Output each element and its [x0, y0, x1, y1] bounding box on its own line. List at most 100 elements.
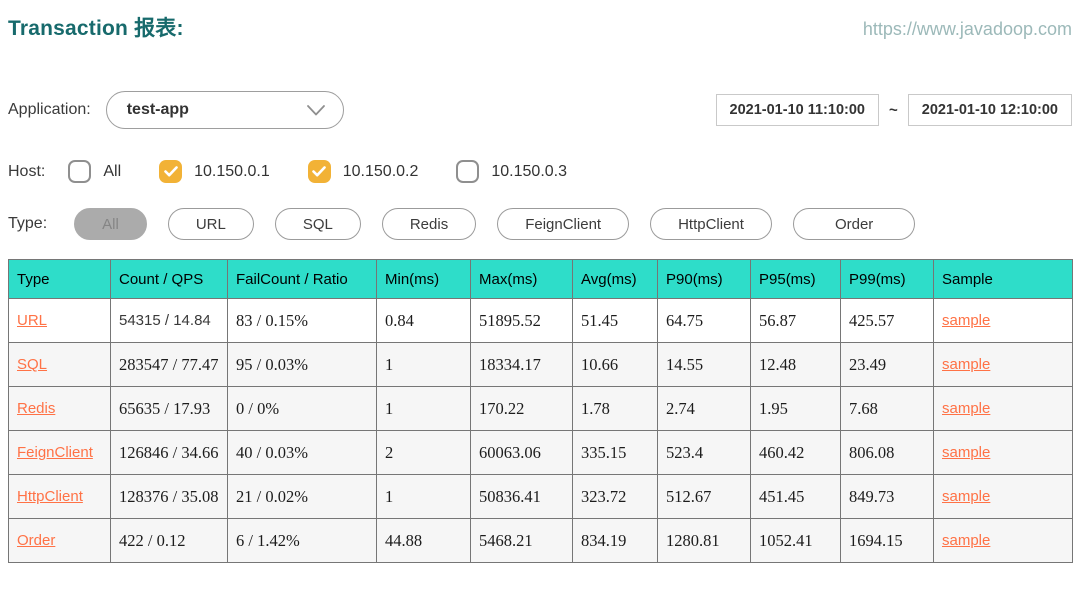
host-option-10-150-0-1[interactable]: 10.150.0.1	[159, 160, 270, 183]
cell-count-qps: 128376 / 35.08	[110, 474, 228, 519]
cell-max: 5468.21	[470, 518, 573, 563]
type-buttons: All URL SQL Redis FeignClient HttpClient Order	[74, 208, 936, 240]
cell-max: 170.22	[470, 386, 573, 431]
cell-p90: 523.4	[657, 430, 751, 475]
sample-link-redis[interactable]: sample	[942, 400, 991, 417]
host-option-label: All	[103, 162, 122, 180]
cell-p95: 12.48	[750, 342, 841, 387]
cell-sample: sample	[933, 386, 1073, 431]
sample-link-url[interactable]: sample	[942, 312, 991, 329]
checkbox-checked-icon[interactable]	[159, 160, 183, 183]
cell-max: 60063.06	[470, 430, 573, 475]
host-options: All 10.150.0.1 10.150.0.2 10.150.0.3	[68, 160, 605, 183]
cell-type: FeignClient	[8, 430, 111, 475]
application-label: Application:	[8, 101, 91, 118]
sample-link-feignclient[interactable]: sample	[942, 444, 991, 461]
cell-count-qps: 126846 / 34.66	[110, 430, 228, 475]
host-option-10-150-0-2[interactable]: 10.150.0.2	[307, 160, 419, 183]
sample-link-order[interactable]: sample	[942, 532, 991, 549]
type-link-order[interactable]: Order	[17, 532, 56, 549]
host-filter-row: Host: All 10.150.0.1 10.150.0.2 10.150.0.3	[8, 160, 1072, 183]
type-button-feignclient[interactable]: FeignClient	[497, 208, 630, 240]
application-select[interactable]: test-app	[105, 91, 344, 129]
cell-min: 1	[376, 474, 471, 519]
type-button-all[interactable]: All	[74, 208, 147, 240]
type-link-url[interactable]: URL	[17, 312, 48, 329]
cell-p90: 1280.81	[657, 518, 751, 563]
cell-p95: 451.45	[750, 474, 841, 519]
type-link-redis[interactable]: Redis	[17, 400, 56, 417]
cell-p90: 2.74	[657, 386, 751, 431]
checkbox-unchecked-icon[interactable]	[68, 160, 92, 183]
cell-sample: sample	[933, 518, 1073, 563]
cell-p95: 1052.41	[750, 518, 841, 563]
cell-count-qps: 54315 / 14.84	[110, 298, 228, 343]
cell-avg: 1.78	[572, 386, 658, 431]
type-filter-row: Type: All URL SQL Redis FeignClient HttpClien…	[8, 208, 1072, 240]
cell-min: 0.84	[376, 298, 471, 343]
cell-min: 2	[376, 430, 471, 475]
cell-p99: 23.49	[840, 342, 934, 387]
column-header-p95-ms: P95(ms)	[750, 259, 841, 299]
column-header-type: Type	[8, 259, 111, 299]
sample-link-sql[interactable]: sample	[942, 356, 991, 373]
check-icon	[163, 166, 178, 177]
cell-fail-ratio: 21 / 0.02%	[227, 474, 377, 519]
transaction-report-page: Transaction 报表: https://www.javadoop.com…	[8, 17, 1073, 563]
cell-sample: sample	[933, 342, 1073, 387]
cell-avg: 51.45	[572, 298, 658, 343]
type-button-sql[interactable]: SQL	[274, 208, 361, 240]
sample-link-httpclient[interactable]: sample	[942, 488, 991, 505]
table-row-sql: SQL 283547 / 77.47 95 / 0.03% 1 18334.17 10.6…	[8, 342, 1073, 387]
type-link-httpclient[interactable]: HttpClient	[17, 488, 83, 505]
cell-p99: 1694.15	[840, 518, 934, 563]
cell-type: HttpClient	[8, 474, 111, 519]
cell-max: 50836.41	[470, 474, 573, 519]
date-range-separator: ~	[888, 101, 898, 119]
cell-sample: sample	[933, 430, 1073, 475]
end-time-input[interactable]: 2021-01-10 12:10:00	[907, 94, 1072, 126]
table-row-order: Order 422 / 0.12 6 / 1.42% 44.88 5468.21 834.…	[8, 518, 1073, 563]
cell-type: Redis	[8, 386, 111, 431]
cell-min: 44.88	[376, 518, 471, 563]
cell-type: SQL	[8, 342, 111, 387]
cell-p90: 64.75	[657, 298, 751, 343]
host-option-label: 10.150.0.2	[342, 162, 419, 180]
site-url: https://www.javadoop.com	[862, 19, 1072, 39]
checkbox-unchecked-icon[interactable]	[456, 160, 480, 183]
table-row-feignclient: FeignClient 126846 / 34.66 40 / 0.03% 2 6006…	[8, 430, 1073, 475]
column-header-failcount-ratio: FailCount / Ratio	[227, 259, 377, 299]
host-option-label: 10.150.0.3	[491, 162, 567, 180]
type-button-order[interactable]: Order	[792, 208, 916, 240]
type-link-feignclient[interactable]: FeignClient	[17, 444, 93, 461]
cell-p99: 849.73	[840, 474, 934, 519]
cell-min: 1	[376, 386, 471, 431]
type-link-sql[interactable]: SQL	[17, 356, 48, 373]
column-header-count-qps: Count / QPS	[110, 259, 228, 299]
cell-fail-ratio: 0 / 0%	[227, 386, 377, 431]
host-option-all[interactable]: All	[68, 160, 121, 183]
start-time-input[interactable]: 2021-01-10 11:10:00	[715, 94, 879, 126]
column-header-min-ms: Min(ms)	[376, 259, 471, 299]
checkbox-checked-icon[interactable]	[307, 160, 331, 183]
cell-count-qps: 422 / 0.12	[110, 518, 228, 563]
type-label: Type:	[8, 215, 48, 232]
type-button-httpclient[interactable]: HttpClient	[650, 208, 772, 240]
type-button-url[interactable]: URL	[167, 208, 254, 240]
type-button-redis[interactable]: Redis	[381, 208, 477, 240]
host-option-10-150-0-3[interactable]: 10.150.0.3	[456, 160, 567, 183]
column-header-avg-ms: Avg(ms)	[572, 259, 658, 299]
cell-type: Order	[8, 518, 111, 563]
host-label: Host:	[8, 162, 46, 180]
cell-p90: 512.67	[657, 474, 751, 519]
check-icon	[312, 166, 327, 177]
cell-fail-ratio: 83 / 0.15%	[227, 298, 377, 343]
cell-sample: sample	[933, 298, 1073, 343]
cell-max: 18334.17	[470, 342, 573, 387]
cell-p95: 56.87	[750, 298, 841, 343]
cell-fail-ratio: 6 / 1.42%	[227, 518, 377, 563]
host-option-label: 10.150.0.1	[194, 162, 270, 180]
cell-fail-ratio: 40 / 0.03%	[227, 430, 377, 475]
cell-avg: 323.72	[572, 474, 658, 519]
cell-avg: 335.15	[572, 430, 658, 475]
